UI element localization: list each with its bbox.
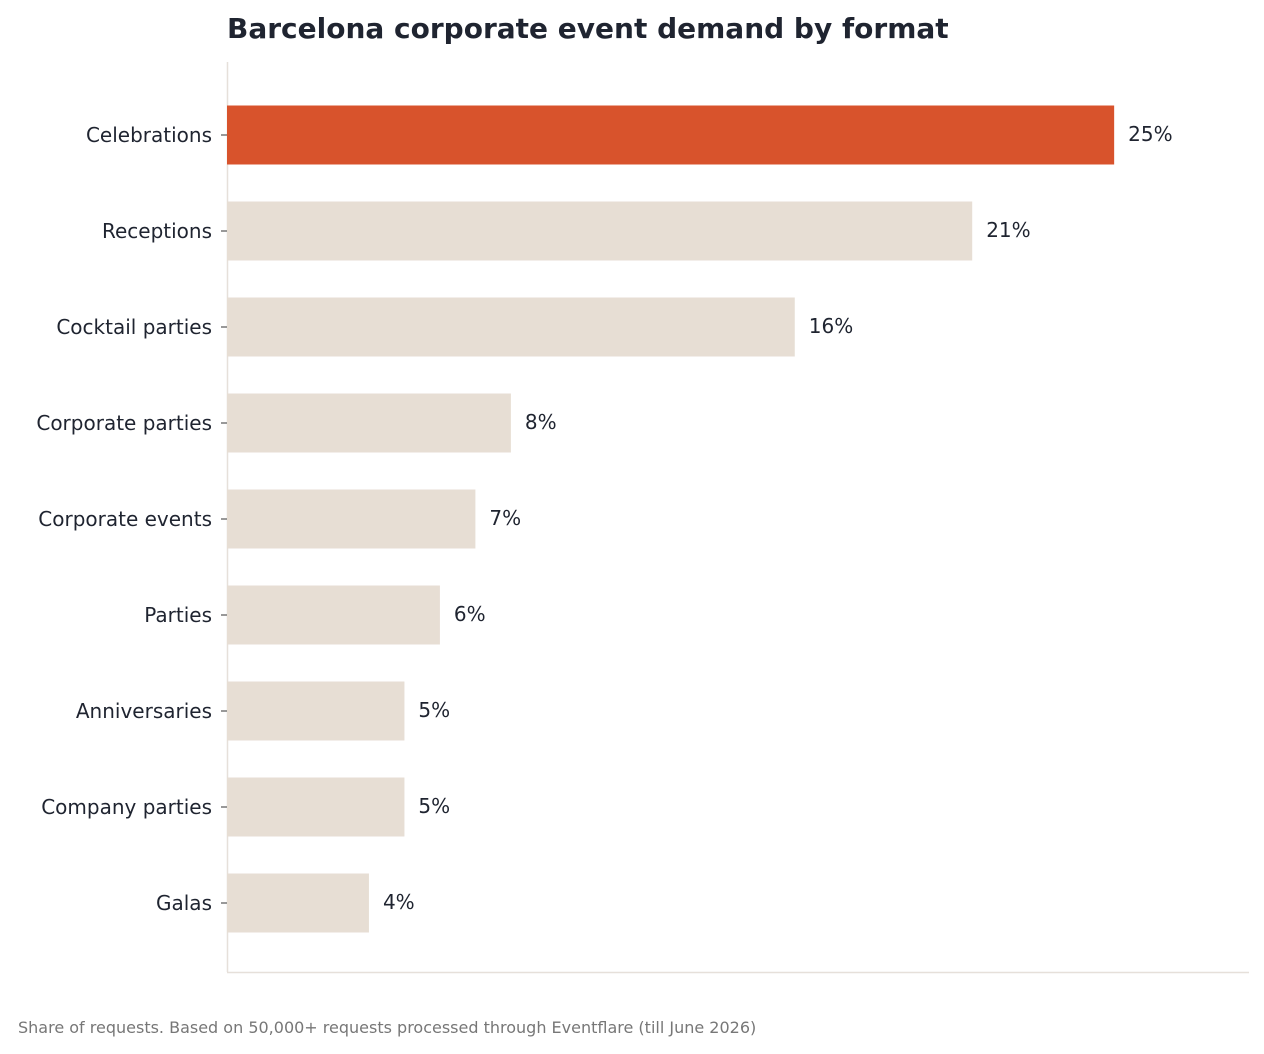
category-label: Company parties	[41, 795, 212, 819]
footnote: Share of requests. Based on 50,000+ requ…	[18, 1018, 757, 1037]
category-label: Parties	[144, 603, 212, 627]
category-label: Receptions	[102, 219, 212, 243]
value-label: 4%	[383, 890, 415, 914]
category-label: Anniversaries	[76, 699, 212, 723]
bars-group: Celebrations 25% Receptions 21% Cocktail par…	[36, 105, 1173, 933]
category-label: Corporate events	[38, 507, 212, 531]
value-label: 6%	[454, 602, 486, 626]
value-label: 5%	[418, 698, 450, 722]
value-label: 21%	[986, 218, 1030, 242]
bar-corporate-parties	[227, 393, 511, 453]
bar-cocktail-parties	[227, 297, 795, 357]
bar-company-parties	[227, 777, 405, 837]
category-label: Cocktail parties	[56, 315, 212, 339]
value-label: 25%	[1128, 122, 1172, 146]
category-label: Celebrations	[86, 123, 212, 147]
bar-galas	[227, 873, 369, 933]
bar-celebrations	[227, 105, 1115, 165]
bar-anniversaries	[227, 681, 405, 741]
value-label: 8%	[525, 410, 557, 434]
bar-parties	[227, 585, 440, 645]
bar-corporate-events	[227, 489, 476, 549]
bar-receptions	[227, 201, 973, 261]
category-label: Corporate parties	[36, 411, 212, 435]
chart-title: Barcelona corporate event demand by form…	[227, 12, 949, 45]
value-label: 5%	[418, 794, 450, 818]
category-label: Galas	[156, 891, 212, 915]
value-label: 16%	[809, 314, 853, 338]
value-label: 7%	[489, 506, 521, 530]
